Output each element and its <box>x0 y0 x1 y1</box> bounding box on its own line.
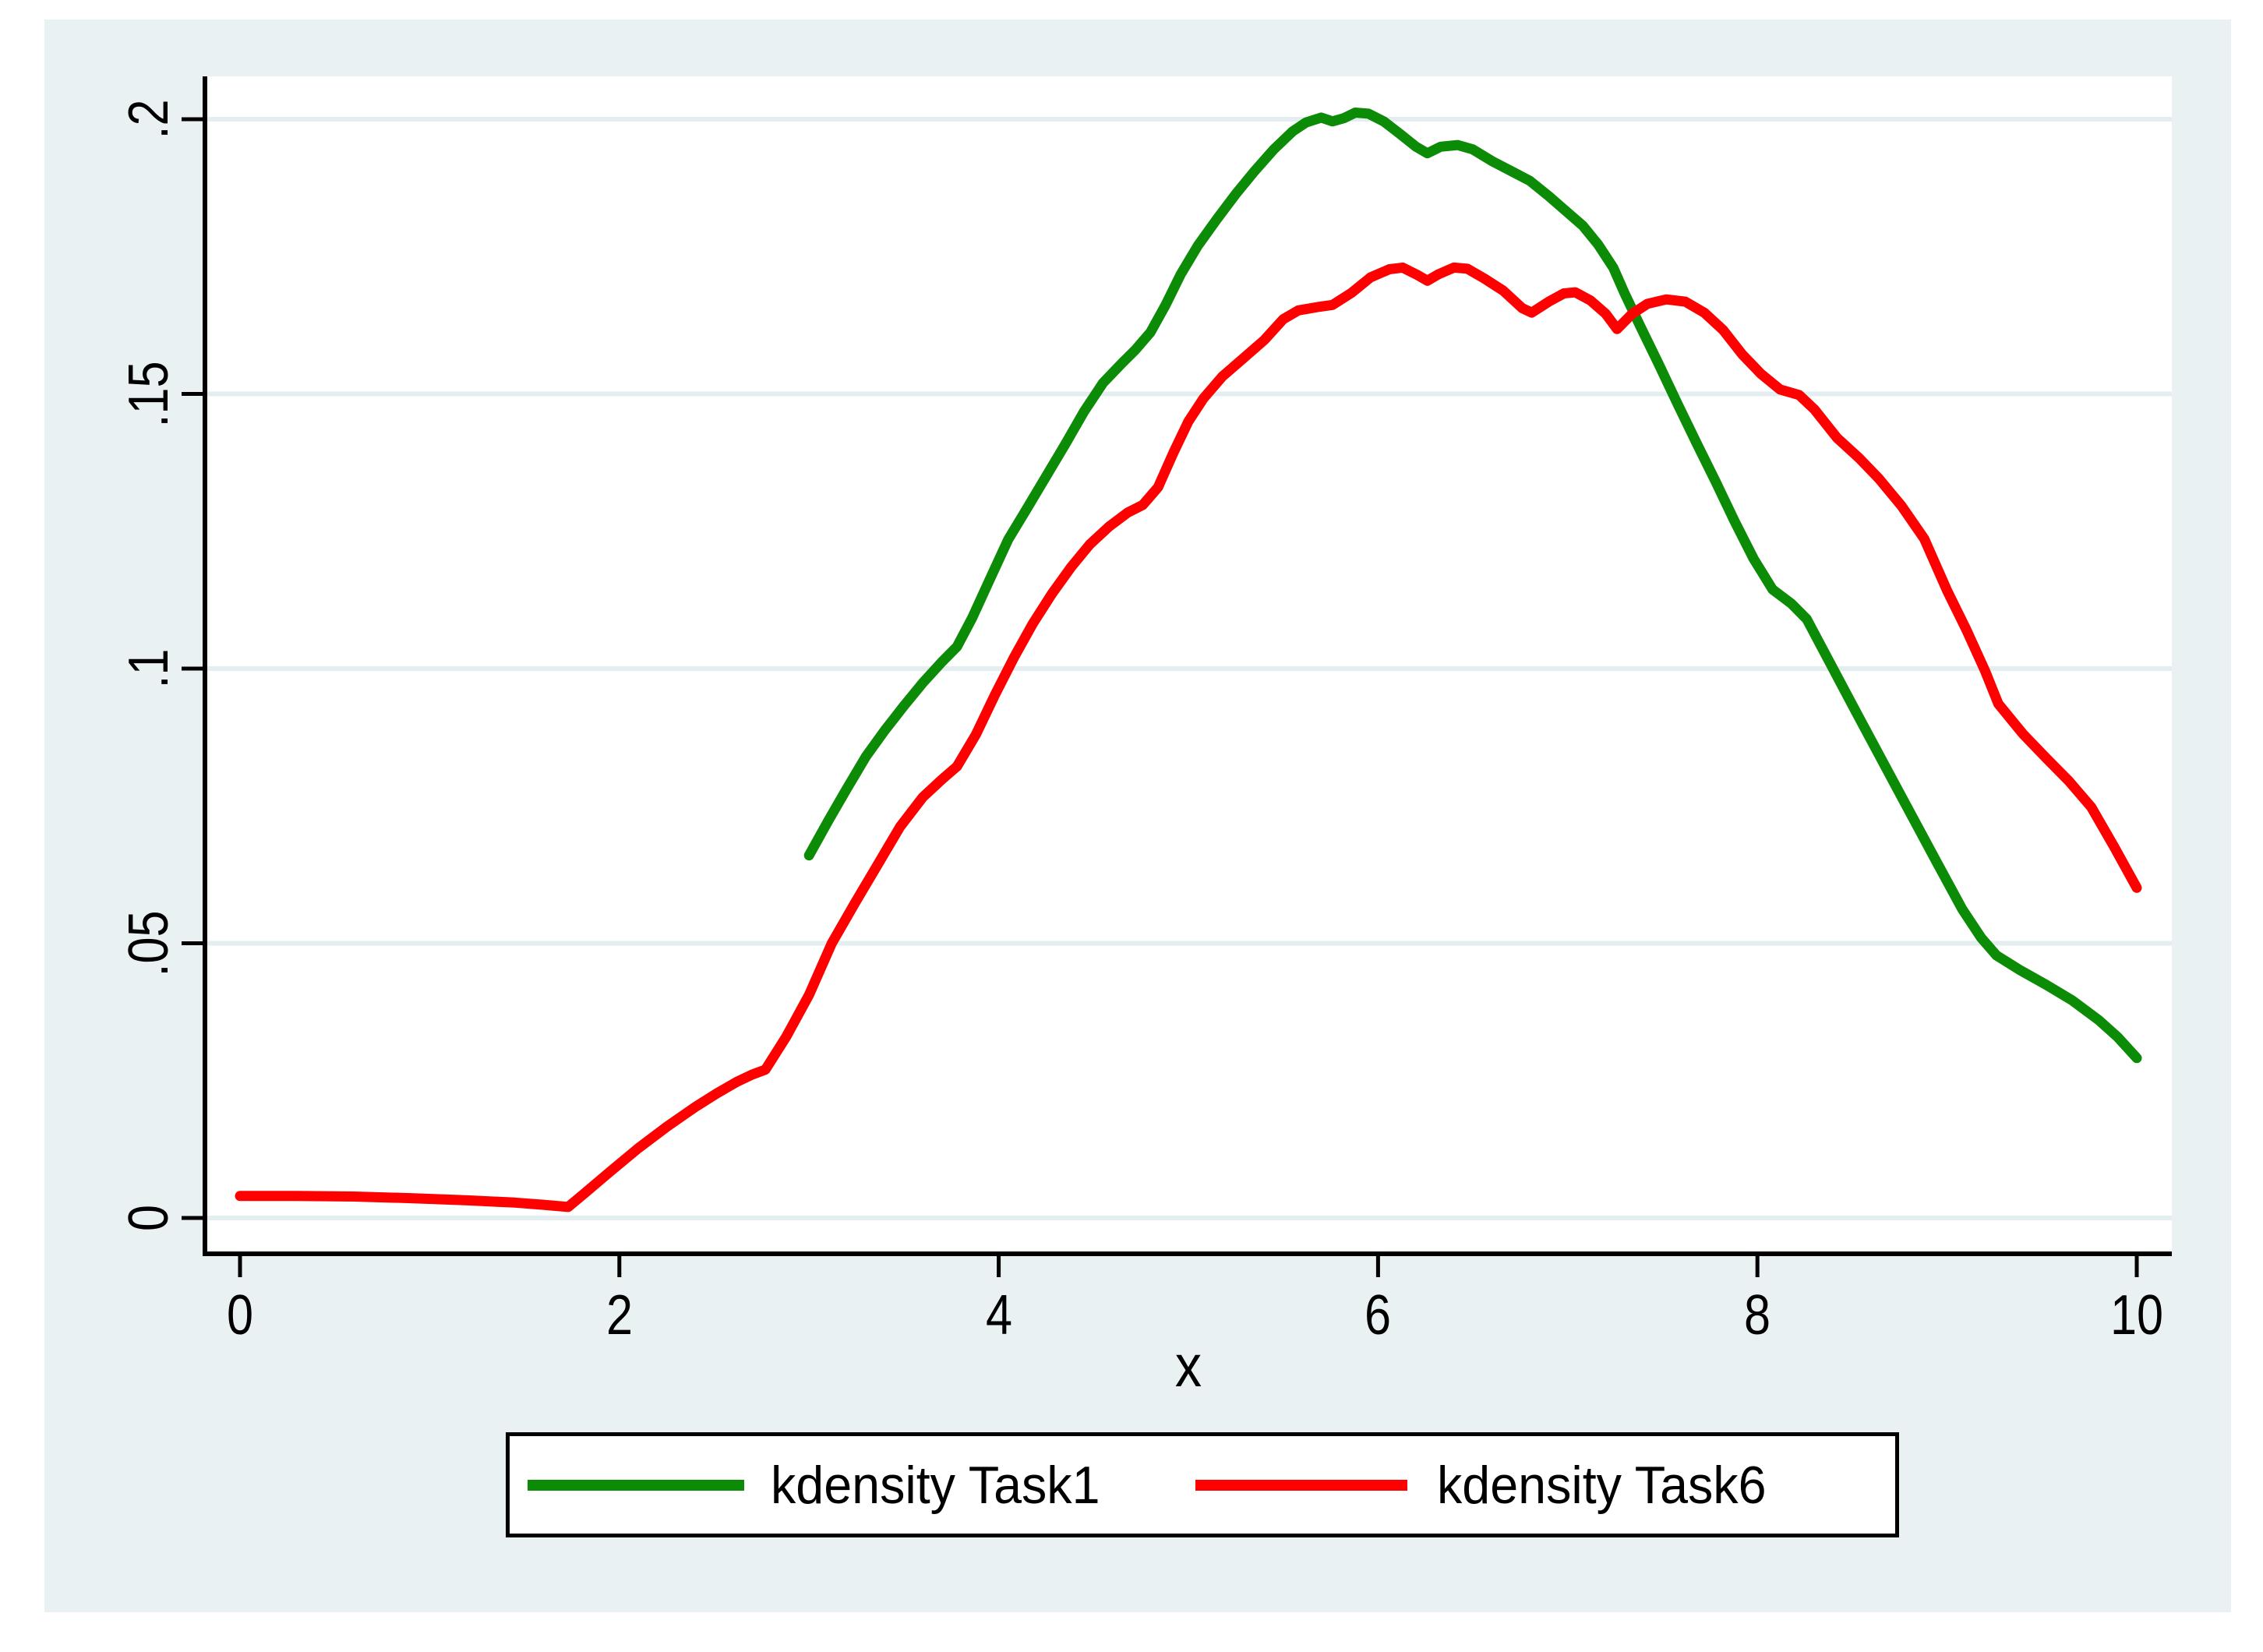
y-tick-label: .05 <box>118 909 180 977</box>
y-tick-label: .1 <box>118 648 180 689</box>
series-line-task6 <box>235 262 2142 1213</box>
x-tick-label: 2 <box>605 1284 633 1347</box>
legend-swatch-task1 <box>528 1479 744 1491</box>
x-tick-label: 6 <box>1365 1284 1392 1347</box>
x-axis-title: x <box>1174 1333 1202 1400</box>
x-tick-label: 0 <box>226 1284 254 1347</box>
x-tick-label: 10 <box>2109 1284 2164 1347</box>
legend-label-task1: kdensity Task1 <box>771 1455 1100 1515</box>
y-tick-label: .15 <box>118 360 180 428</box>
x-tick-label: 4 <box>985 1284 1012 1347</box>
legend-label-task6: kdensity Task6 <box>1436 1455 1767 1515</box>
x-tick-label: 8 <box>1744 1284 1771 1347</box>
plot-area <box>205 76 2172 1254</box>
y-tick-label: .2 <box>118 99 180 139</box>
legend-box: kdensity Task1 kdensity Task6 <box>506 1432 1899 1537</box>
series-line-task1 <box>803 108 2142 1064</box>
legend-swatch-task6 <box>1195 1479 1407 1491</box>
y-tick-label: 0 <box>118 1204 180 1232</box>
